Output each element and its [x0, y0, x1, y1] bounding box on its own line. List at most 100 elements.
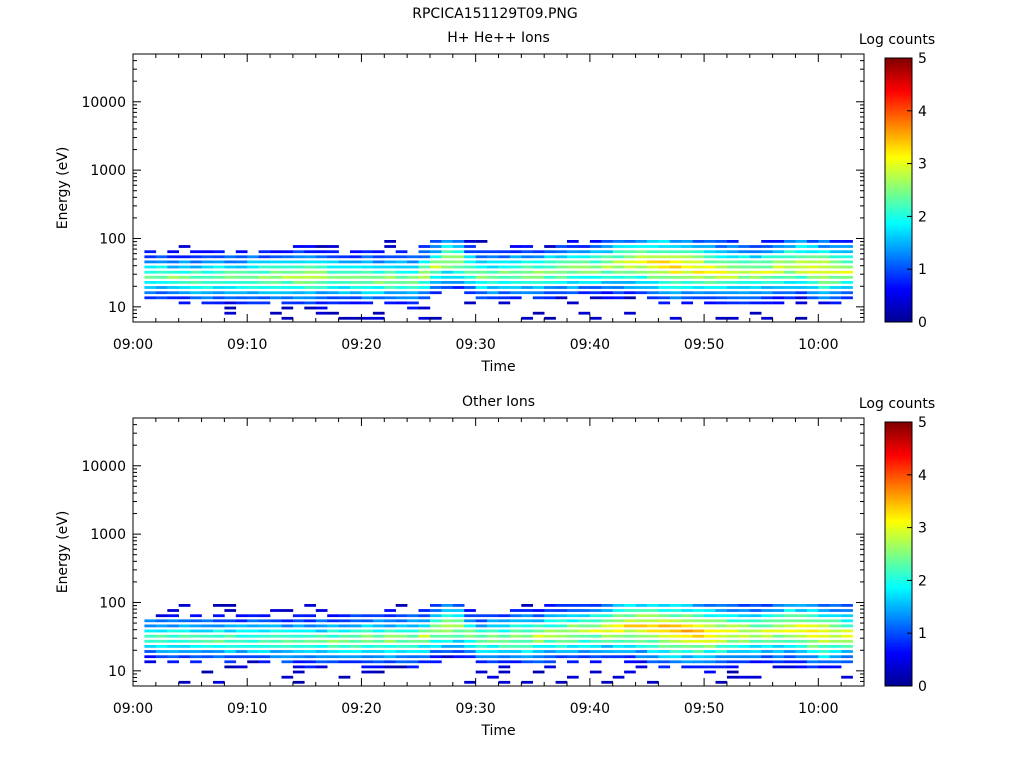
heatmap-cell — [407, 629, 419, 633]
heatmap-cell — [395, 665, 408, 669]
heatmap-cell — [475, 275, 488, 279]
heatmap-cell — [784, 655, 796, 659]
heatmap-cell — [704, 240, 716, 243]
heatmap-cell — [589, 609, 602, 612]
heatmap-cell — [704, 301, 716, 305]
heatmap-cell — [384, 619, 396, 623]
heatmap-cell — [475, 650, 488, 653]
heatmap-cell — [715, 286, 728, 289]
heatmap-cell — [235, 265, 248, 269]
heatmap-cell — [292, 629, 305, 633]
heatmap-cell — [258, 275, 271, 279]
heatmap-cell — [681, 301, 693, 305]
colorbar-swatch — [885, 433, 912, 436]
heatmap-cell — [772, 655, 785, 659]
heatmap-cell — [704, 634, 716, 638]
heatmap-cell — [784, 639, 796, 643]
colorbar-swatch — [885, 223, 912, 226]
heatmap-cell — [452, 255, 465, 259]
heatmap-cell — [715, 680, 728, 684]
heatmap-cell — [430, 650, 442, 653]
heatmap-cell — [270, 311, 282, 315]
heatmap-cell — [327, 275, 339, 279]
heatmap-cell — [350, 650, 362, 653]
heatmap-cell — [395, 250, 408, 254]
heatmap-cell — [647, 655, 659, 659]
heatmap-cell — [487, 619, 499, 623]
colorbar-swatch — [885, 229, 912, 233]
heatmap-cell — [738, 619, 751, 623]
colorbar-swatch — [885, 452, 912, 456]
heatmap-cell — [144, 296, 157, 300]
heatmap-cell — [544, 645, 556, 648]
colorbar-swatch — [885, 126, 912, 129]
heatmap-cell — [464, 650, 476, 653]
heatmap-cell — [407, 260, 419, 264]
heatmap-cell — [201, 281, 214, 284]
heatmap-cell — [498, 296, 511, 300]
heatmap-cell — [692, 240, 705, 243]
heatmap-cell — [669, 604, 682, 607]
heatmap-cell — [521, 255, 533, 259]
heatmap-cell — [841, 265, 853, 269]
heatmap-cell — [430, 250, 442, 254]
heatmap-cell — [270, 281, 282, 284]
heatmap-cell — [578, 650, 591, 653]
heatmap-cell — [715, 665, 728, 669]
heatmap-cell — [338, 296, 351, 300]
heatmap-cell — [155, 265, 168, 269]
heatmap-cell — [384, 265, 396, 269]
heatmap-cell — [726, 316, 739, 320]
heatmap-cell — [281, 301, 294, 305]
heatmap-cell — [475, 645, 488, 648]
heatmap-cell — [829, 604, 842, 607]
colorbar-swatch — [885, 532, 912, 535]
heatmap-cell — [350, 270, 362, 274]
heatmap-cell — [521, 270, 533, 274]
heatmap-cell — [361, 296, 374, 300]
heatmap-cell — [726, 650, 739, 653]
heatmap-cell — [532, 296, 545, 300]
heatmap-cell — [715, 291, 728, 295]
heatmap-cell — [532, 614, 545, 618]
x-tick-label: 10:00 — [798, 337, 838, 353]
heatmap-cell — [589, 660, 602, 664]
colorbar-swatch — [885, 218, 912, 222]
y-axis-label: Energy (eV) — [55, 511, 71, 594]
colorbar-swatch — [885, 600, 912, 603]
colorbar-swatch — [885, 304, 912, 307]
heatmap-cell — [190, 296, 202, 300]
heatmap-cell — [178, 286, 191, 289]
heatmap-cell — [726, 604, 739, 607]
heatmap-cell — [487, 634, 499, 638]
heatmap-cell — [795, 291, 808, 295]
heatmap-cell — [281, 629, 294, 633]
heatmap-cell — [178, 291, 191, 295]
heatmap-cell — [441, 245, 454, 248]
heatmap-cell — [201, 255, 214, 259]
heatmap-cell — [726, 624, 739, 628]
heatmap-cell — [361, 634, 374, 638]
heatmap-cell — [407, 255, 419, 259]
colorbar-swatch — [885, 622, 912, 625]
heatmap-cell — [418, 634, 431, 638]
heatmap-cell — [555, 255, 568, 259]
heatmap-cell — [772, 255, 785, 259]
colorbar-swatch — [885, 435, 912, 438]
heatmap-cell — [658, 609, 671, 612]
heatmap-cell — [327, 265, 339, 269]
heatmap-cell — [475, 624, 488, 628]
colorbar-swatch — [885, 201, 912, 204]
heatmap-cell — [475, 270, 488, 274]
heatmap-cell — [738, 260, 751, 264]
heatmap-cell — [658, 250, 671, 254]
heatmap-cell — [647, 650, 659, 653]
heatmap-cell — [327, 629, 339, 633]
heatmap-cell — [829, 260, 842, 264]
heatmap-cell — [509, 286, 522, 289]
heatmap-cell — [738, 286, 751, 289]
heatmap-cell — [692, 270, 705, 274]
heatmap-cell — [350, 634, 362, 638]
heatmap-cell — [829, 609, 842, 612]
heatmap-cell — [772, 619, 785, 623]
